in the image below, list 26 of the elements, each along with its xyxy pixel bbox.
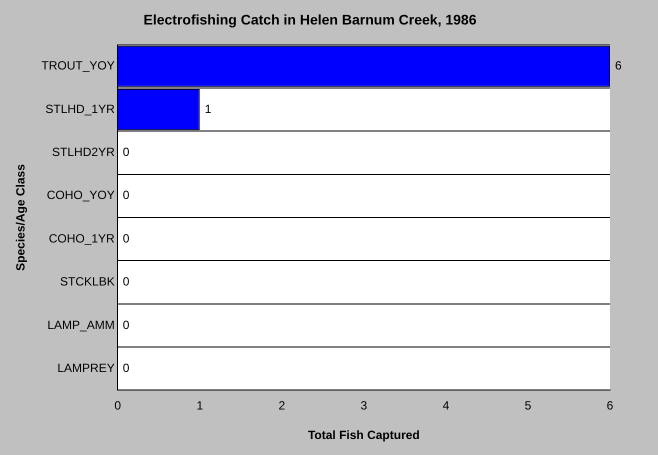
x-tick-label: 1: [196, 398, 204, 413]
data-label: 0: [122, 360, 130, 375]
y-tick-label: STLHD_1YR: [45, 102, 116, 116]
x-tick-label: 2: [278, 398, 286, 413]
data-label: 0: [122, 274, 130, 289]
y-tick-label: LAMPREY: [57, 360, 115, 375]
data-label: 1: [204, 102, 212, 116]
y-tick-label: STCKLBK: [60, 274, 115, 289]
y-tick-label: TROUT_YOY: [41, 58, 115, 73]
data-label: 0: [122, 231, 130, 246]
data-label: 6: [615, 58, 622, 73]
data-label: 0: [122, 145, 130, 160]
y-tick-label: COHO_1YR: [48, 231, 116, 246]
y-axis-title: Species/Age Class: [14, 164, 28, 271]
y-tick-label: LAMP_AMM: [47, 318, 115, 332]
x-tick-label: 0: [114, 398, 122, 413]
x-tick-label: 5: [524, 398, 532, 413]
x-tick-label: 3: [360, 398, 368, 413]
chart-title: Electrofishing Catch in Helen Barnum Creek, 1986: [144, 11, 477, 28]
x-axis-title: Total Fish Captured: [308, 428, 420, 442]
y-tick-label: STLHD2YR: [52, 145, 116, 160]
x-tick-label: 6: [606, 398, 614, 413]
x-tick-label: 4: [442, 398, 450, 413]
data-label: 0: [122, 188, 130, 202]
data-label: 0: [122, 318, 130, 332]
y-tick-label: COHO_YOY: [46, 188, 115, 202]
